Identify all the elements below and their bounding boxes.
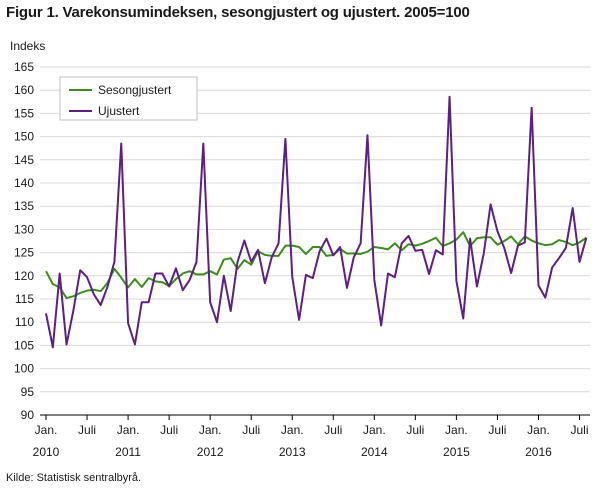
x-tick-label: Juli (160, 423, 178, 437)
x-year-label: 2010 (33, 445, 60, 459)
series-lines (45, 95, 588, 349)
y-tick-label: 110 (15, 315, 34, 329)
x-year-label: 2011 (115, 445, 141, 459)
y-tick-label: 105 (14, 338, 34, 352)
x-axis-ticks: Jan. Juli Jan. Juli Jan. Juli Jan. Juli Jan. Juli… (33, 415, 589, 459)
x-year-label: 2013 (279, 445, 306, 459)
series-line-ujustert (45, 95, 588, 349)
legend-label-sesongjustert: Sesongjustert (98, 83, 172, 97)
gridlines (40, 66, 590, 416)
y-tick-label: 150 (14, 130, 34, 144)
chart-title: Figur 1. Varekonsumindeksen, sesongjuste… (6, 4, 470, 21)
y-tick-label: 165 (14, 60, 34, 74)
x-tick-label: Jan. (363, 423, 386, 437)
y-tick-label: 120 (14, 269, 34, 283)
x-tick-label: Juli (571, 423, 589, 437)
x-year-label: 2012 (197, 445, 224, 459)
x-tick-label: Jan. (117, 423, 140, 437)
legend-box (59, 76, 198, 121)
x-year-label: 2014 (361, 445, 388, 459)
x-tick-label: Juli (488, 423, 506, 437)
source-note: Kilde: Statistisk sentralbyrå. (6, 472, 142, 484)
y-tick-label: 100 (14, 362, 34, 376)
y-tick-label: 95 (21, 385, 35, 399)
y-tick-label: 160 (14, 83, 34, 97)
x-tick-label: Jan. (35, 423, 58, 437)
y-tick-label: 130 (14, 222, 34, 236)
y-tick-label: 145 (14, 153, 34, 167)
y-tick-label: 90 (21, 408, 35, 422)
x-tick-label: Jan. (445, 423, 468, 437)
x-tick-label: Juli (78, 423, 96, 437)
y-tick-label: 140 (14, 176, 34, 190)
legend: Sesongjustert Ujustert (59, 76, 198, 121)
x-year-label: 2015 (443, 445, 470, 459)
x-year-label: 2016 (525, 445, 552, 459)
legend-label-ujustert: Ujustert (98, 104, 140, 118)
y-tick-label: 155 (14, 106, 34, 120)
y-axis-label: Indeks (10, 39, 45, 53)
x-tick-label: Jan. (281, 423, 304, 437)
x-tick-label: Juli (406, 423, 424, 437)
y-axis-ticks: 90 95 100 105 110 115 120 125 130 135 140 145 150 155… (14, 60, 34, 422)
x-tick-label: Jan. (527, 423, 550, 437)
y-tick-label: 115 (15, 292, 34, 306)
x-tick-label: Juli (242, 423, 260, 437)
y-tick-label: 125 (14, 246, 34, 260)
y-tick-label: 135 (14, 199, 34, 213)
x-tick-label: Juli (324, 423, 342, 437)
series-line-sesongjustert (45, 231, 587, 300)
x-tick-label: Jan. (199, 423, 222, 437)
